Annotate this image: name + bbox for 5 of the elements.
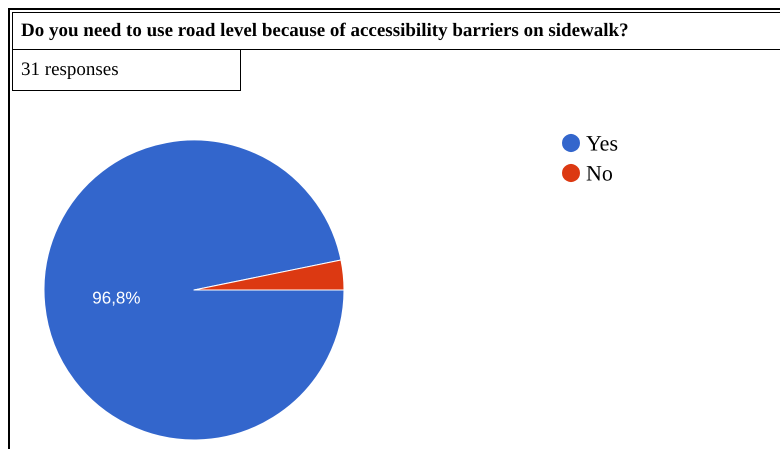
chart-title: Do you need to use road level because of accessibility barriers on sidewalk? — [12, 12, 780, 50]
legend-label: No — [586, 160, 613, 186]
chart-subtitle: 31 responses — [12, 50, 241, 91]
data-label: 96,8% — [92, 288, 140, 308]
legend-label: Yes — [586, 130, 618, 156]
